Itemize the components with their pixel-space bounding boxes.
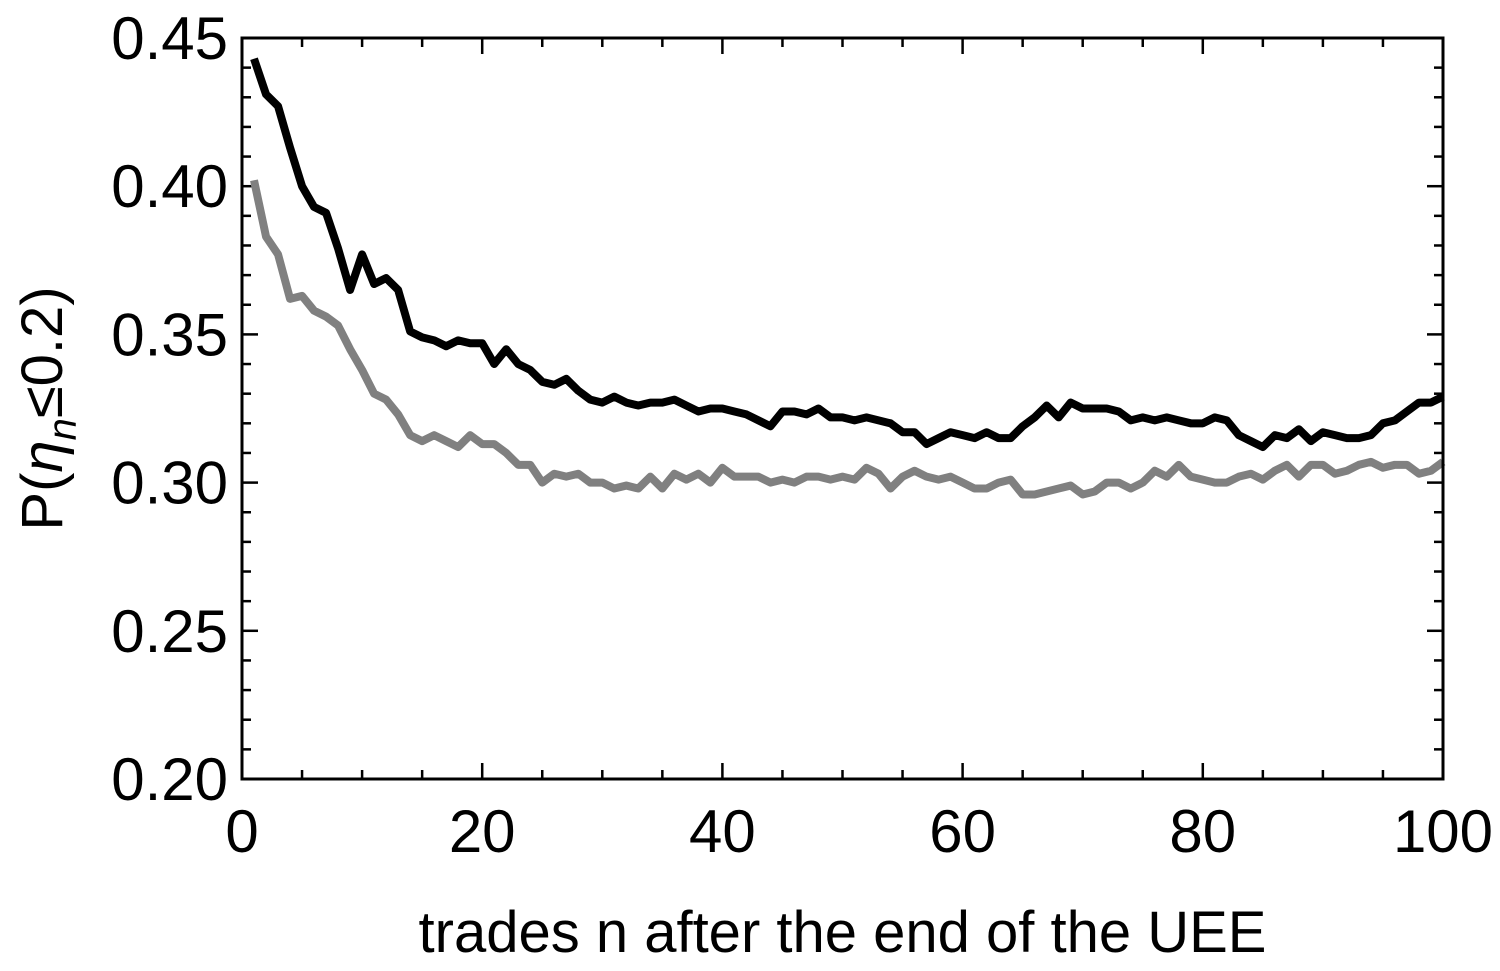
y-axis-label-tail: ≤0.2) [10, 286, 75, 418]
y-tick-label: 0.40 [111, 153, 228, 220]
y-axis-label-eta: η [10, 440, 75, 472]
x-tick-label: 40 [689, 798, 756, 865]
series-line-gray [250, 179, 1446, 499]
x-axis-label: trades n after the end of the UEE [419, 900, 1267, 965]
y-axis-label-subscript: n [41, 418, 85, 440]
y-tick-label: 0.25 [111, 598, 228, 665]
series-line-black [250, 57, 1445, 452]
x-tick-label: 60 [929, 798, 996, 865]
x-tick-label: 0 [225, 798, 258, 865]
plot-frame [240, 36, 1445, 781]
series-lines [250, 57, 1446, 499]
x-tick-label: 20 [449, 798, 516, 865]
y-axis-label-lead: P( [10, 473, 75, 531]
tick-labels: 0 20 40 60 80 100 0.20 0.25 0.30 0.35 0.40 0.45 [111, 5, 1493, 865]
tick-marks [240, 36, 1445, 781]
x-tick-label: 80 [1169, 798, 1236, 865]
y-tick-label: 0.30 [111, 450, 228, 517]
y-tick-label: 0.45 [111, 5, 228, 72]
x-tick-label: 100 [1393, 798, 1493, 865]
y-tick-label: 0.35 [111, 301, 228, 368]
y-tick-label: 0.20 [111, 746, 228, 813]
y-axis-label: P(ηn≤0.2) [10, 286, 85, 530]
